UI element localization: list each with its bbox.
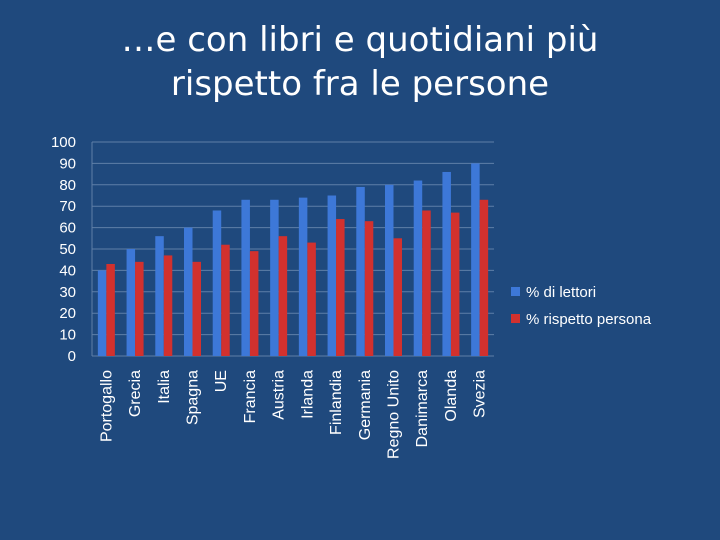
bar-lettori-ue bbox=[212, 210, 222, 356]
legend-swatch bbox=[511, 314, 520, 323]
y-tick-label: 80 bbox=[59, 177, 76, 194]
bar-lettori-regno-unito bbox=[385, 184, 394, 356]
y-tick-label: 10 bbox=[59, 327, 76, 344]
bar-lettori-portogallo bbox=[97, 270, 107, 356]
bar-lettori-svezia bbox=[471, 163, 480, 356]
x-category-label: Italia bbox=[156, 370, 173, 404]
x-category-label: Francia bbox=[242, 370, 259, 423]
bar-lettori-grecia bbox=[126, 249, 136, 356]
x-category-label: Austria bbox=[271, 370, 288, 420]
x-category-label: Danimarca bbox=[414, 370, 431, 447]
x-category-label: Svezia bbox=[472, 370, 489, 418]
bar-rispetto-germania bbox=[364, 221, 374, 356]
bar-rispetto-danimarca bbox=[422, 210, 431, 356]
bar-rispetto-austria bbox=[278, 236, 288, 356]
legend-label: % di lettori bbox=[526, 284, 596, 301]
y-axis-ticks: 0 10 20 30 40 50 60 70 80 90 100 bbox=[51, 134, 76, 365]
bar-lettori-germania bbox=[356, 186, 365, 356]
bar-rispetto-francia bbox=[249, 251, 259, 356]
slide-title: …e con libri e quotidiani più rispetto f… bbox=[60, 18, 660, 106]
bar-lettori-spagna bbox=[184, 227, 193, 356]
x-category-label: Irlanda bbox=[299, 370, 316, 419]
bar-lettori-irlanda bbox=[298, 197, 308, 356]
bars bbox=[97, 163, 489, 356]
y-tick-label: 30 bbox=[59, 284, 76, 301]
bar-rispetto-finlandia bbox=[336, 219, 345, 356]
x-category-label: Regno Unito bbox=[386, 370, 403, 459]
x-category-label: Olanda bbox=[443, 370, 460, 422]
bar-lettori-danimarca bbox=[413, 180, 423, 356]
bar-rispetto-irlanda bbox=[307, 242, 316, 356]
legend-swatch bbox=[511, 287, 520, 296]
x-category-label: Grecia bbox=[127, 370, 144, 417]
y-tick-label: 20 bbox=[59, 305, 76, 322]
x-category-label: Finlandia bbox=[328, 370, 345, 435]
bar-lettori-olanda bbox=[442, 171, 451, 356]
bar-lettori-italia bbox=[155, 236, 164, 356]
bar-rispetto-grecia bbox=[135, 261, 144, 356]
x-category-label: Germania bbox=[357, 370, 374, 440]
y-tick-label: 40 bbox=[59, 262, 76, 279]
x-axis-categories: Portogallo Grecia Italia Spagna UE Francia Aus… bbox=[98, 370, 488, 459]
y-tick-label: 100 bbox=[51, 134, 76, 151]
y-tick-label: 90 bbox=[59, 155, 76, 172]
bar-lettori-francia bbox=[241, 199, 250, 356]
bar-rispetto-ue bbox=[221, 244, 230, 356]
y-tick-label: 0 bbox=[68, 348, 76, 365]
legend-label: % rispetto persona bbox=[526, 311, 652, 328]
bar-rispetto-portogallo bbox=[106, 263, 115, 356]
bar-rispetto-svezia bbox=[479, 199, 489, 356]
y-tick-label: 60 bbox=[59, 220, 76, 237]
legend: % di lettori % rispetto persona bbox=[511, 284, 652, 328]
y-tick-label: 50 bbox=[59, 241, 76, 258]
title-line-2: rispetto fra le persone bbox=[170, 64, 550, 104]
gridlines bbox=[91, 141, 494, 357]
bar-lettori-austria bbox=[270, 199, 279, 356]
bar-lettori-finlandia bbox=[327, 195, 337, 356]
bar-rispetto-regno-unito bbox=[393, 238, 402, 356]
title-line-1: …e con libri e quotidiani più bbox=[121, 20, 599, 60]
bar-rispetto-olanda bbox=[450, 212, 460, 356]
bar-rispetto-italia bbox=[163, 255, 173, 356]
x-category-label: Spagna bbox=[185, 370, 202, 425]
x-category-label: UE bbox=[213, 370, 230, 392]
bar-rispetto-spagna bbox=[192, 261, 201, 356]
x-category-label: Portogallo bbox=[98, 370, 115, 442]
y-tick-label: 70 bbox=[59, 198, 76, 215]
